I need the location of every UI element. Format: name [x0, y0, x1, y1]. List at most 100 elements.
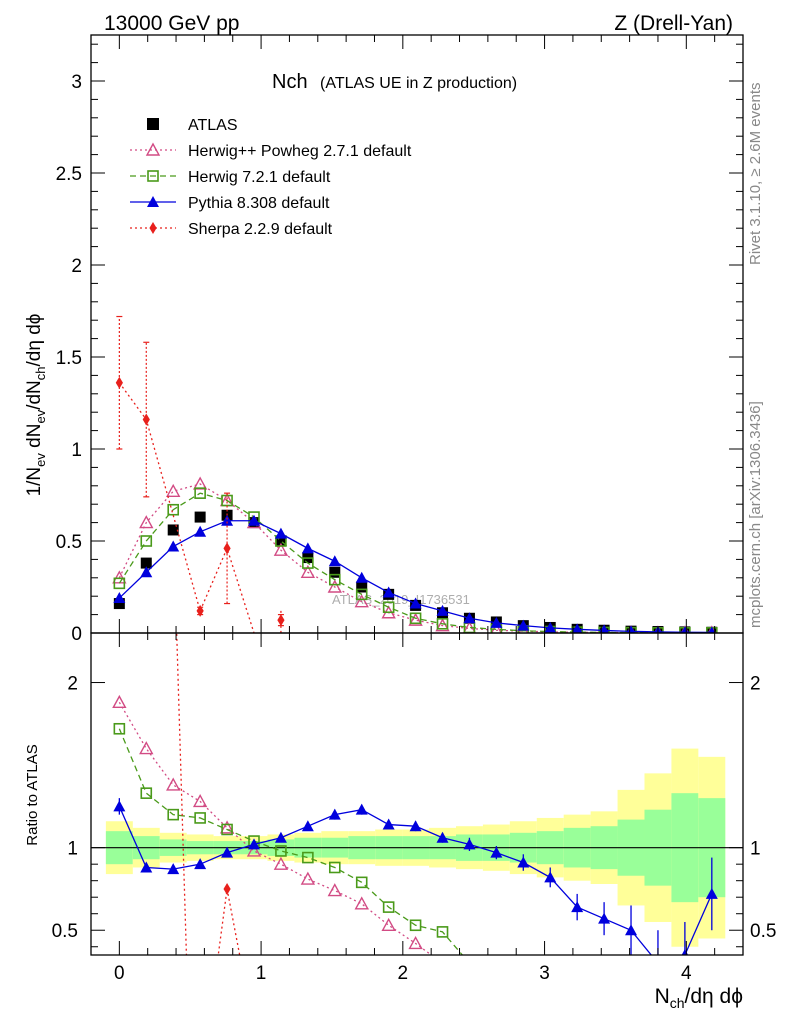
ratio-point — [328, 808, 341, 820]
main-point — [194, 487, 206, 499]
x-tick-label: 1 — [256, 963, 267, 984]
legend-marker — [147, 196, 159, 207]
ratio-point — [221, 846, 234, 858]
main-point — [301, 542, 314, 554]
main-point — [167, 540, 180, 552]
ratio-tick-label-right: 0.5 — [750, 921, 776, 942]
main-point — [140, 566, 153, 578]
main-line-4 — [118, 382, 255, 633]
y-tick-label: 0 — [71, 624, 82, 645]
x-tick-label: 4 — [681, 963, 692, 984]
legend-label: Herwig 7.2.1 default — [188, 169, 331, 186]
ratio-point — [113, 722, 126, 735]
main-point — [274, 527, 287, 539]
ratio-point — [219, 820, 235, 834]
main-point — [327, 579, 342, 593]
main-point — [196, 604, 204, 617]
main-point — [142, 413, 150, 426]
ratio-tick-label-right: 2 — [750, 674, 761, 695]
main-point — [248, 514, 260, 526]
ratio-point — [463, 838, 476, 850]
y-tick-label: 2 — [71, 256, 82, 277]
ratio-point — [598, 912, 611, 924]
main-point — [436, 604, 449, 616]
main-point — [277, 614, 285, 627]
ratio-point — [194, 812, 206, 824]
main-point — [302, 557, 314, 569]
main-point — [490, 616, 503, 628]
legend-marker — [147, 170, 159, 182]
main-point — [328, 555, 341, 567]
mcplots-label: mcplots.cern.ch [arXiv:1306.3436] — [747, 401, 764, 628]
main-point — [382, 601, 395, 614]
plot-title-main: Nch — [272, 71, 308, 93]
main-point — [409, 597, 422, 609]
ratio-point — [301, 820, 314, 832]
ratio-point — [436, 926, 449, 938]
main-point — [221, 514, 234, 526]
ratio-point — [113, 800, 126, 812]
ratio-point — [192, 793, 208, 808]
ratio-point — [355, 803, 368, 815]
legend-marker — [149, 222, 157, 234]
ratio-tick-label-right: 1 — [750, 839, 761, 860]
ratio-tick-label-left: 1 — [67, 839, 78, 860]
ratio-point — [652, 957, 664, 968]
ratio-line-2 — [118, 728, 464, 955]
main-point — [571, 623, 583, 633]
ratio-point — [381, 917, 396, 931]
main-point — [354, 594, 369, 608]
watermark: ATLAS_2019_I1736531 — [332, 592, 470, 607]
ratio-point — [327, 883, 342, 897]
ratio-point — [302, 851, 314, 864]
main-point — [223, 542, 231, 555]
ratio-point — [490, 846, 503, 858]
main-point — [300, 564, 316, 578]
plot-title-sub: (ATLAS UE in Z production) — [320, 75, 517, 92]
ratio-point — [112, 694, 127, 709]
main-point — [328, 573, 341, 586]
ratio-point — [273, 856, 289, 870]
main-point — [139, 515, 154, 529]
ratio-point — [355, 876, 368, 889]
main-point — [409, 612, 422, 625]
main-point — [544, 621, 557, 633]
x-tick-label: 2 — [398, 963, 409, 984]
ratio-point — [166, 777, 181, 791]
x-axis-label: Nch/dη dϕ — [655, 985, 743, 1011]
ratio-point — [275, 845, 287, 857]
main-point — [355, 588, 368, 601]
main-point — [275, 535, 287, 547]
y-tick-label: 2.5 — [56, 164, 82, 185]
main-point — [273, 542, 289, 556]
header-right: Z (Drell-Yan) — [614, 12, 733, 35]
ratio-point — [625, 924, 638, 936]
ratio-point — [246, 843, 262, 857]
main-point — [408, 612, 423, 626]
main-point — [517, 619, 530, 631]
ratio-point — [167, 863, 180, 875]
ratio-point — [436, 831, 449, 843]
legend-label: Sherpa 2.2.9 default — [188, 221, 333, 238]
ratio-point — [544, 871, 557, 883]
ratio-point — [464, 958, 474, 968]
main-point — [113, 598, 125, 610]
main-point — [113, 592, 126, 604]
main-line-2 — [118, 492, 712, 633]
ratio-point — [382, 818, 395, 830]
ratio-point — [354, 896, 369, 910]
main-point — [626, 625, 636, 633]
main-point — [194, 511, 206, 523]
main-line-1 — [118, 483, 712, 633]
ratio-point — [139, 741, 154, 755]
ratio-point — [408, 935, 423, 950]
ratio-y-label: Ratio to ATLAS — [24, 744, 41, 845]
legend-marker — [147, 118, 159, 130]
ratio-point — [328, 861, 341, 874]
main-point — [382, 586, 395, 598]
ratio-point — [140, 787, 153, 799]
ratio-point — [248, 838, 260, 850]
ratio-point — [140, 861, 153, 873]
legend-label: Herwig++ Powheg 2.7.1 default — [188, 143, 412, 160]
